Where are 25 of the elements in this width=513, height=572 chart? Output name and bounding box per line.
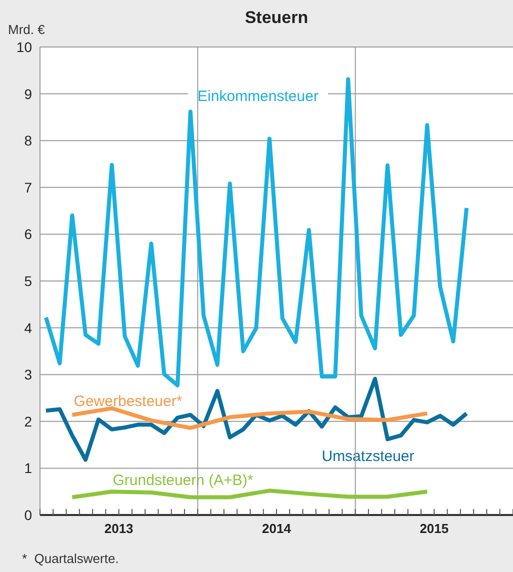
line-series xyxy=(44,376,469,462)
x-tick-label: 2015 xyxy=(420,521,449,536)
series-label: Umsatzsteuer xyxy=(322,448,414,465)
x-tick-label: 2013 xyxy=(104,521,134,536)
y-tick-label: 0 xyxy=(24,506,32,523)
series-label: Einkommensteuer xyxy=(198,88,318,105)
x-tick-label: 2014 xyxy=(262,521,292,536)
y-tick-label: 3 xyxy=(24,366,32,383)
y-tick-label: 5 xyxy=(24,272,32,289)
line-series xyxy=(44,77,469,388)
y-tick-label: 2 xyxy=(24,413,32,430)
y-tick-label: 7 xyxy=(24,179,32,196)
y-tick-label: 10 xyxy=(16,38,32,55)
line-series xyxy=(70,406,430,430)
series-label: Grundsteuern (A+B)* xyxy=(112,472,254,489)
y-tick-label: 4 xyxy=(24,320,32,336)
y-tick-label: 1 xyxy=(24,460,32,476)
series-label: Gewerbesteuer* xyxy=(74,393,182,410)
text: * Quartalswerte. xyxy=(22,551,119,566)
y-axis-title: Mrd. € xyxy=(8,22,45,37)
chart-title: Steuern xyxy=(244,8,308,27)
y-tick-label: 6 xyxy=(24,226,32,242)
y-tick-label: 8 xyxy=(24,132,32,149)
line-series xyxy=(70,488,430,500)
y-tick-label: 9 xyxy=(24,86,32,102)
